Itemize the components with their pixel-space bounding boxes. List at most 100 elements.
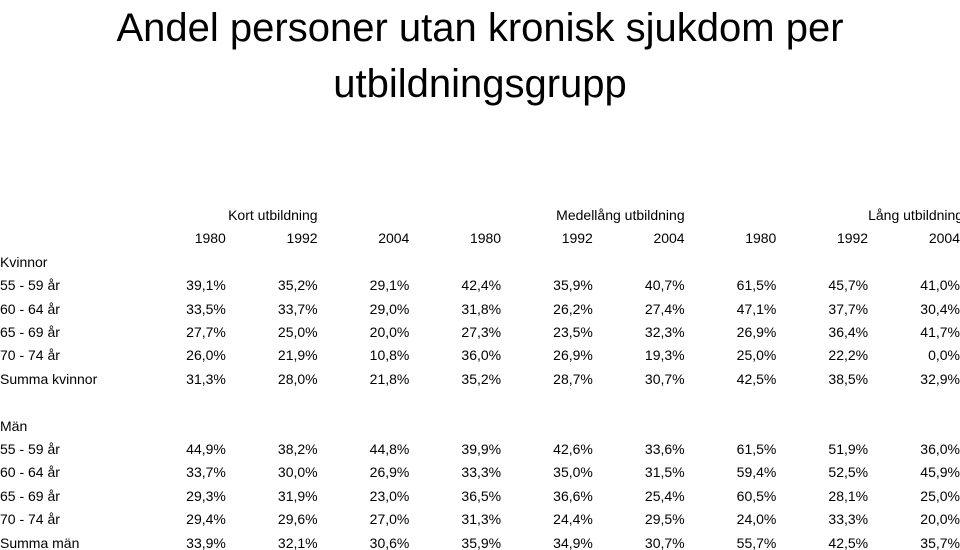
- value-cell: 32,3%: [644, 324, 685, 341]
- value-cell: 36,6%: [553, 487, 593, 504]
- group-header: Kort utbildning: [228, 207, 318, 223]
- value-cell: 35,9%: [553, 277, 593, 294]
- value-cell: 39,1%: [186, 277, 226, 294]
- value-cell: 26,0%: [186, 347, 226, 364]
- value-cell: 29,6%: [277, 511, 318, 528]
- row-label: 65 - 69 år: [0, 487, 60, 504]
- table-row: 55 - 59 år 39,1% 35,2% 29,1% 42,4% 35,9% 40,7%…: [0, 274, 960, 297]
- value-cell: 37,7%: [828, 300, 869, 317]
- value-cell: 36,0%: [461, 347, 502, 364]
- value-cell: 34,9%: [553, 534, 593, 550]
- year-header: 2004: [653, 230, 685, 247]
- value-cell: 29,3%: [186, 487, 226, 504]
- value-cell: 35,2%: [461, 370, 502, 387]
- table-row: 70 - 74 år 29,4% 29,6% 27,0% 31,3% 24,4% 29,5%…: [0, 508, 960, 531]
- value-cell: 23,5%: [553, 324, 593, 341]
- value-cell: 29,1%: [369, 277, 410, 294]
- value-cell: 20,0%: [369, 324, 410, 341]
- value-cell: 41,0%: [920, 277, 960, 294]
- value-cell: 25,0%: [277, 324, 318, 341]
- table-row: Summa kvinnor 31,3% 28,0% 21,8% 35,2% 28,7% 30…: [0, 368, 960, 391]
- section-heading: Män: [0, 417, 28, 434]
- table-row: 55 - 59 år 44,9% 38,2% 44,8% 39,9% 42,6% 33,6%…: [0, 438, 960, 461]
- value-cell: 61,5%: [736, 277, 777, 294]
- value-cell: 33,7%: [277, 300, 318, 317]
- value-cell: 35,0%: [553, 464, 593, 481]
- value-cell: 33,9%: [186, 534, 226, 550]
- value-cell: 33,3%: [461, 464, 502, 481]
- section-heading-row: Kvinnor: [0, 251, 960, 274]
- row-label: 60 - 64 år: [0, 300, 60, 317]
- value-cell: 60,5%: [736, 487, 777, 504]
- year-header-row: 1980 1992 2004 1980 1992 2004 1980 1992 …: [0, 227, 960, 250]
- value-cell: 33,6%: [644, 441, 685, 458]
- year-header: 1980: [745, 230, 777, 247]
- value-cell: 52,5%: [828, 464, 869, 481]
- value-cell: 35,7%: [920, 534, 960, 550]
- page-title: Andel personer utan kronisk sjukdom per …: [116, 6, 844, 106]
- value-cell: 31,9%: [277, 487, 318, 504]
- header-spacer: [0, 227, 134, 250]
- value-cell: 42,6%: [553, 441, 593, 458]
- value-cell: 26,9%: [369, 464, 410, 481]
- header-spacer: [134, 204, 226, 227]
- value-cell: 20,0%: [920, 511, 960, 528]
- header-spacer: [409, 204, 501, 227]
- header-spacer: [318, 204, 410, 227]
- group-header: Medellång utbildning: [556, 207, 685, 223]
- value-cell: 47,1%: [736, 300, 777, 317]
- section-heading: Kvinnor: [0, 253, 48, 270]
- value-cell: 27,7%: [186, 324, 226, 341]
- value-cell: 44,9%: [186, 441, 226, 458]
- year-header: 1980: [194, 230, 226, 247]
- table-body: Kort utbildning Medellång utbildning Lån…: [0, 204, 960, 550]
- value-cell: 45,9%: [920, 464, 960, 481]
- value-cell: 10,8%: [369, 347, 410, 364]
- value-cell: 55,7%: [736, 534, 777, 550]
- row-label: 70 - 74 år: [0, 347, 60, 364]
- value-cell: 29,0%: [369, 300, 410, 317]
- table-row: 60 - 64 år 33,7% 30,0% 26,9% 33,3% 35,0% 31,5%…: [0, 461, 960, 484]
- value-cell: 31,5%: [644, 464, 685, 481]
- value-cell: 29,4%: [186, 511, 226, 528]
- table-row: 65 - 69 år 27,7% 25,0% 20,0% 27,3% 23,5% 32,3%…: [0, 321, 960, 344]
- table-row: 60 - 64 år 33,5% 33,7% 29,0% 31,8% 26,2% 27,4%…: [0, 298, 960, 321]
- value-cell: 36,4%: [828, 324, 869, 341]
- value-cell: 36,0%: [920, 441, 960, 458]
- table-row: 65 - 69 år 29,3% 31,9% 23,0% 36,5% 36,6% 25,4%…: [0, 485, 960, 508]
- value-cell: 35,9%: [461, 534, 502, 550]
- value-cell: 31,3%: [461, 511, 502, 528]
- group-header: Lång utbildning: [868, 207, 960, 223]
- row-label: 55 - 59 år: [0, 441, 60, 458]
- value-cell: 25,4%: [644, 487, 685, 504]
- header-spacer: [776, 204, 868, 227]
- value-cell: 25,0%: [736, 347, 777, 364]
- value-cell: 21,9%: [277, 347, 318, 364]
- value-cell: 31,8%: [461, 300, 502, 317]
- value-cell: 59,4%: [736, 464, 777, 481]
- header-spacer: [0, 204, 134, 227]
- year-header: 2004: [928, 230, 960, 247]
- spacer-cell: [0, 391, 960, 414]
- value-cell: 26,2%: [553, 300, 593, 317]
- row-label: 65 - 69 år: [0, 324, 60, 341]
- row-label: 60 - 64 år: [0, 464, 60, 481]
- value-cell: 30,6%: [369, 534, 410, 550]
- value-cell: 32,9%: [920, 370, 960, 387]
- row-label: Summa män: [0, 534, 80, 550]
- value-cell: 25,0%: [920, 487, 960, 504]
- value-cell: 0,0%: [928, 347, 960, 364]
- table-row: Summa män 33,9% 32,1% 30,6% 35,9% 34,9% 30,7% 5…: [0, 532, 960, 550]
- year-header: 1992: [561, 230, 593, 247]
- value-cell: 23,0%: [369, 487, 410, 504]
- value-cell: 42,5%: [828, 534, 869, 550]
- value-cell: 28,1%: [828, 487, 869, 504]
- value-cell: 33,5%: [186, 300, 226, 317]
- value-cell: 39,9%: [461, 441, 502, 458]
- value-cell: 41,7%: [920, 324, 960, 341]
- row-label: 55 - 59 år: [0, 277, 60, 294]
- year-header: 1980: [469, 230, 502, 247]
- group-header-row: Kort utbildning Medellång utbildning Lån…: [0, 204, 960, 227]
- value-cell: 26,9%: [553, 347, 593, 364]
